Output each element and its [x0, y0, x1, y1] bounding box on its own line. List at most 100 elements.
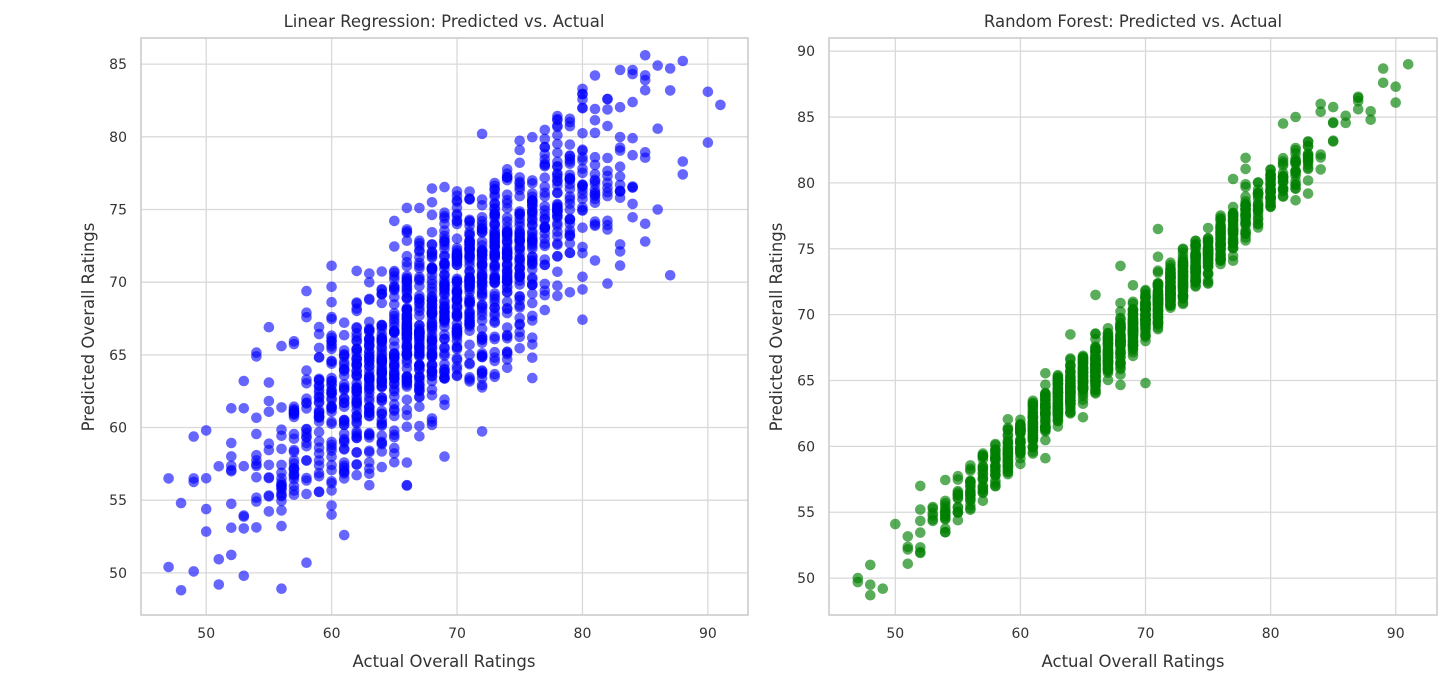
scatter-point: [351, 369, 363, 381]
scatter-point: [263, 490, 275, 501]
scatter-point: [276, 443, 287, 455]
scatter-point: [1090, 358, 1101, 369]
scatter-point: [1277, 183, 1289, 195]
scatter-point: [1115, 348, 1126, 359]
scatter-point: [464, 374, 475, 385]
scatter-point: [1402, 59, 1414, 70]
scatter-point: [476, 300, 488, 312]
scatter-point: [1065, 365, 1076, 377]
scatter-point: [451, 275, 463, 286]
scatter-point: [1127, 303, 1139, 315]
scatter-point: [276, 430, 287, 442]
x-tick-label: 50: [197, 626, 215, 642]
scatter-point: [1240, 163, 1251, 175]
scatter-point: [276, 459, 287, 471]
scatter-point: [451, 285, 463, 296]
scatter-point: [627, 182, 638, 193]
scatter-point: [489, 346, 501, 358]
scatter-point: [940, 508, 951, 519]
scatter-point: [1365, 106, 1376, 117]
scatter-point: [1115, 321, 1126, 333]
scatter-point: [439, 218, 450, 230]
scatter-point: [1327, 101, 1339, 113]
scatter-point: [1040, 394, 1051, 406]
scatter-point: [301, 432, 312, 443]
scatter-point: [376, 356, 388, 368]
scatter-point: [476, 215, 488, 227]
scatter-point: [389, 398, 400, 410]
scatter-point: [501, 247, 513, 259]
scatter-point: [464, 236, 475, 248]
scatter-point: [952, 514, 964, 526]
scatter-point: [1252, 202, 1264, 213]
scatter-point: [527, 352, 538, 364]
scatter-point: [389, 448, 400, 459]
chart-title: Random Forest: Predicted vs. Actual: [984, 12, 1282, 31]
scatter-point: [1115, 356, 1126, 368]
scatter-point: [439, 451, 450, 462]
scatter-point: [476, 323, 488, 335]
scatter-point: [1140, 315, 1151, 327]
scatter-point: [1377, 77, 1389, 89]
x-axis-label: Actual Overall Ratings: [1042, 652, 1225, 671]
scatter-point: [451, 259, 463, 271]
scatter-point: [326, 403, 337, 415]
scatter-point: [514, 343, 525, 354]
scatter-point: [564, 158, 576, 169]
scatter-point: [439, 280, 450, 292]
scatter-point: [965, 481, 976, 493]
scatter-point: [213, 579, 225, 590]
scatter-point: [1077, 377, 1089, 388]
scatter-point: [1277, 167, 1289, 179]
chart-title: Linear Regression: Predicted vs. Actual: [284, 12, 605, 31]
scatter-point: [1077, 384, 1089, 396]
scatter-point: [226, 437, 237, 449]
scatter-point: [552, 266, 563, 278]
scatter-point: [514, 213, 525, 225]
scatter-point: [464, 339, 475, 351]
scatter-point: [514, 302, 525, 313]
y-tick-label: 65: [797, 374, 815, 390]
scatter-point: [313, 442, 325, 454]
scatter-point: [527, 372, 538, 384]
scatter-point: [1327, 136, 1339, 147]
scatter-point: [426, 350, 438, 361]
scatter-point: [1052, 406, 1064, 418]
scatter-point: [351, 459, 363, 470]
scatter-point: [1202, 277, 1214, 289]
scatter-point: [313, 380, 325, 392]
scatter-point: [376, 461, 388, 473]
scatter-point: [1177, 260, 1189, 271]
scatter-point: [301, 455, 312, 466]
scatter-point: [376, 297, 388, 309]
scatter-point: [389, 274, 400, 285]
scatter-point: [552, 280, 563, 292]
scatter-point: [489, 183, 501, 195]
scatter-point: [1190, 253, 1201, 265]
scatter-point: [464, 297, 475, 308]
scatter-point: [1027, 425, 1039, 436]
scatter-point: [288, 401, 300, 413]
scatter-point: [389, 391, 400, 402]
scatter-point: [338, 349, 350, 360]
scatter-point: [990, 469, 1001, 481]
scatter-point: [927, 507, 939, 519]
scatter-point: [326, 392, 337, 404]
scatter-point: [965, 489, 976, 500]
scatter-point: [351, 391, 363, 402]
scatter-point: [464, 359, 475, 370]
scatter-point: [251, 449, 262, 461]
scatter-point: [539, 222, 551, 233]
scatter-point: [915, 542, 926, 553]
scatter-point: [915, 480, 926, 492]
scatter-point: [389, 316, 400, 328]
scatter-point: [414, 420, 425, 432]
scatter-point: [451, 342, 463, 353]
scatter-point: [364, 392, 375, 403]
scatter-point: [1202, 222, 1214, 234]
scatter-point: [965, 465, 976, 476]
scatter-point: [414, 347, 425, 359]
y-tick-label: 75: [109, 203, 127, 219]
scatter-point: [439, 307, 450, 318]
scatter-point: [226, 522, 237, 533]
